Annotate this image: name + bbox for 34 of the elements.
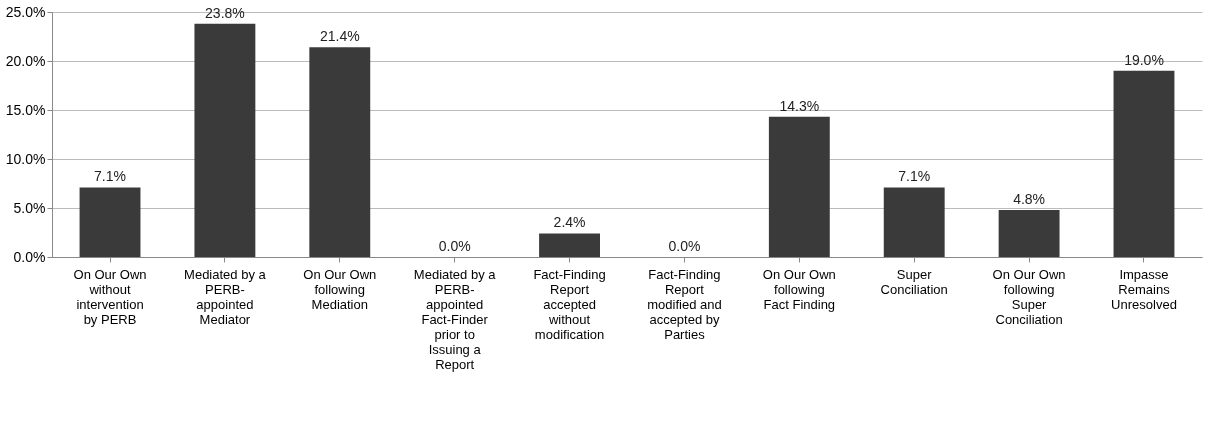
x-tick-label: Mediated by a PERB-appointed Fact-Finder prior to Issuing a Report [413, 266, 497, 372]
data-label: 21.4% [319, 28, 360, 45]
x-tick-label: Mediated by a PERB-appointed Mediator [184, 266, 267, 327]
data-label: 7.1% [94, 168, 126, 185]
bar [79, 187, 141, 257]
x-tick-label: Fact-Finding Report modified and accepted by Parties [647, 266, 722, 342]
x-tick-label: On Our Own following Mediation [303, 266, 377, 312]
y-tick-label: 0.0% [13, 248, 46, 265]
bar [883, 187, 945, 257]
data-label: 0.0% [668, 238, 701, 254]
bar [194, 23, 256, 257]
bar [1113, 70, 1175, 257]
data-label: 4.8% [1013, 190, 1046, 207]
x-tick-label: Super Conciliation [880, 266, 948, 297]
data-label: 19.0% [1124, 51, 1164, 68]
data-label: 0.0% [438, 238, 471, 254]
data-label: 14.3% [779, 97, 820, 114]
data-label: 7.1% [898, 168, 931, 185]
x-tick-label: On Our Own following Super Conciliation [992, 266, 1066, 327]
y-tick-label: 25.0% [5, 3, 46, 20]
y-tick-label: 20.0% [5, 52, 46, 69]
y-tick-label: 5.0% [13, 199, 46, 216]
bar [539, 233, 600, 257]
x-tick-label: Fact-Finding Report accepted without modification [533, 266, 606, 342]
x-tick-label: Impasse Remains Unresolved [1111, 266, 1177, 312]
x-tick-label: On Our Own following Fact Finding [762, 266, 836, 312]
y-tick-label: 15.0% [5, 101, 46, 118]
bar [998, 209, 1060, 257]
bar [768, 116, 830, 257]
data-label: 23.8% [205, 4, 245, 21]
x-tick-label: On Our Own without intervention by PERB [73, 266, 147, 327]
data-label: 2.4% [553, 214, 586, 231]
y-tick-label: 10.0% [5, 150, 46, 167]
bar [309, 47, 371, 257]
